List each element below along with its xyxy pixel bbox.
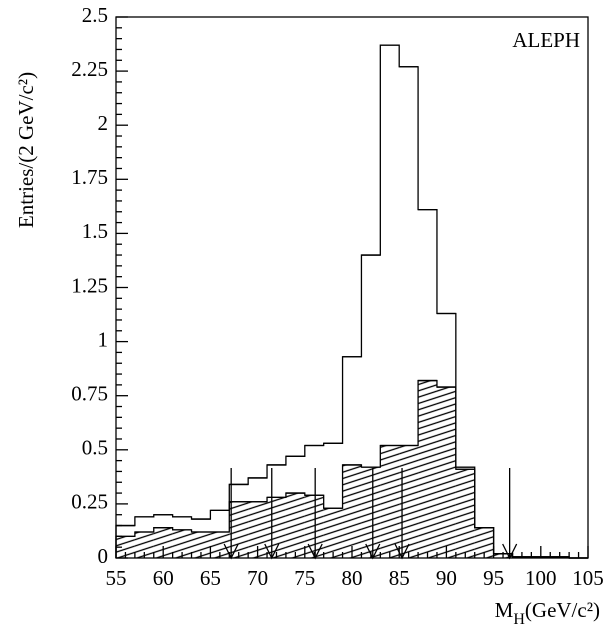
x-tick-label: 85 — [389, 566, 410, 590]
arrow-head — [307, 543, 323, 560]
hatched-bar — [323, 508, 343, 558]
hatched-bar — [361, 467, 381, 558]
x-tick-label: 75 — [294, 566, 315, 590]
x-tick-label: 80 — [342, 566, 363, 590]
y-tick-label: 2.25 — [71, 57, 108, 81]
arrow-head — [264, 543, 280, 560]
y-axis-label: Entries/(2 GeV/c²) — [14, 72, 38, 228]
x-tick-label: 100 — [525, 566, 557, 590]
x-tick-label: 70 — [247, 566, 268, 590]
hatched-bar — [191, 532, 211, 558]
x-label-unit: (GeV/c²) — [525, 598, 600, 622]
hatched-bar — [418, 380, 437, 558]
x-tick-label: 55 — [106, 566, 127, 590]
hatched-bar — [210, 532, 230, 558]
y-tick-label: 0.75 — [71, 382, 108, 406]
x-tick-label: 105 — [572, 566, 604, 590]
hatched-bar — [285, 493, 305, 558]
hatched-bar — [153, 527, 173, 558]
hatched-bar — [380, 445, 400, 558]
arrow-head — [223, 543, 239, 560]
arrow-head — [394, 543, 410, 560]
y-tick-label: 1.75 — [71, 165, 108, 189]
y-tick-label: 1.25 — [71, 273, 108, 297]
hatched-bar — [304, 495, 324, 558]
y-tick-label: 0 — [98, 544, 109, 568]
hatched-bar — [116, 536, 135, 558]
x-tick-label: 95 — [483, 566, 504, 590]
hatched-bar — [436, 387, 456, 558]
x-tick-label: 90 — [436, 566, 457, 590]
hatched-bar — [399, 445, 419, 558]
x-axis-label: MH(GeV/c²) — [495, 598, 600, 628]
y-tick-label: 1.5 — [82, 219, 108, 243]
hatched-bar — [172, 529, 192, 558]
histogram-outline — [115, 44, 588, 559]
y-tick-label: 0.5 — [82, 436, 108, 460]
hatched-bar — [342, 464, 362, 558]
y-tick-label: 2.5 — [82, 3, 108, 27]
x-label-main: M — [495, 598, 514, 622]
x-label-sub: H — [513, 611, 525, 628]
y-tick-label: 1 — [98, 327, 109, 351]
hatched-bar — [229, 501, 249, 558]
y-tick-label: 0.25 — [71, 490, 108, 514]
x-tick-label: 65 — [200, 566, 221, 590]
hatched-bar — [455, 469, 475, 558]
arrow-head — [502, 543, 518, 560]
y-tick-label: 2 — [98, 111, 109, 135]
hatched-bar — [474, 527, 494, 558]
arrow-head — [365, 543, 381, 560]
annotation: ALEPH — [512, 28, 580, 52]
x-tick-label: 60 — [153, 566, 174, 590]
hatched-bar — [248, 501, 268, 558]
hatched-bar — [134, 532, 154, 558]
